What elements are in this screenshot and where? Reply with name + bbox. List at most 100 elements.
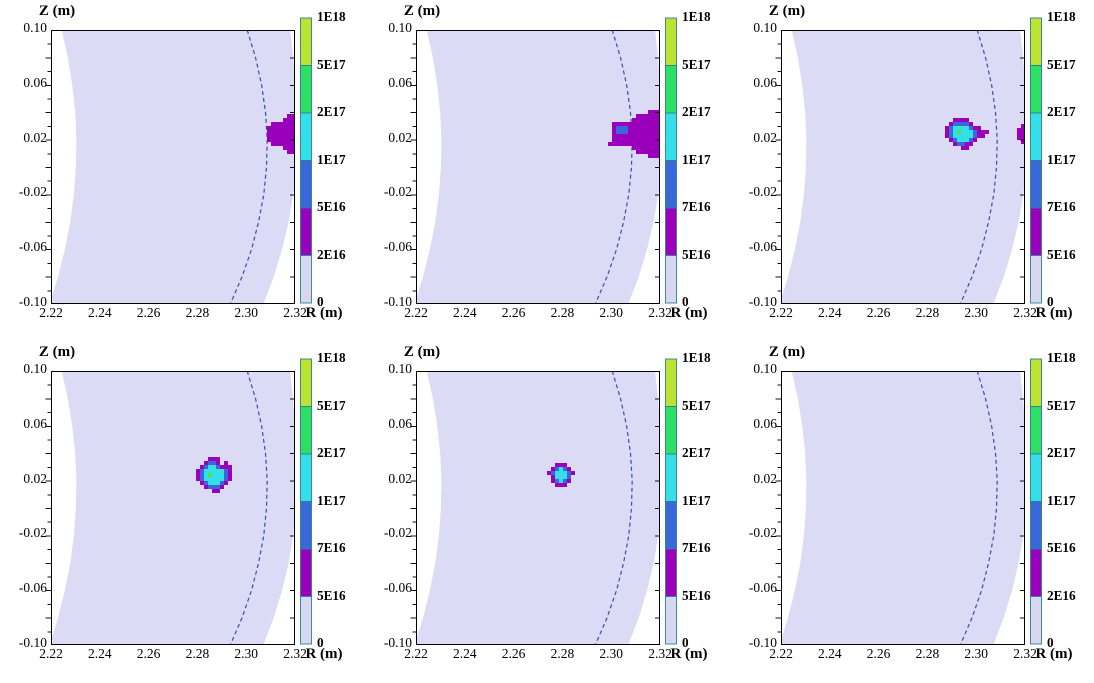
y-axis-title: Z (m) <box>768 344 806 360</box>
plasma-region <box>781 371 1025 645</box>
x-tick-label: 2.32 <box>648 646 672 661</box>
colorbar-tick-label: 0 <box>1047 635 1054 650</box>
y-tick-label: -0.02 <box>748 184 777 200</box>
x-tick-label: 2.24 <box>817 646 842 661</box>
x-axis-title: R (m) <box>1035 305 1073 321</box>
x-tick-label: 2.30 <box>599 646 623 661</box>
y-axis-title: Z (m) <box>403 344 441 360</box>
plasma-region <box>416 30 660 304</box>
x-tick-label: 2.26 <box>136 646 161 661</box>
panel-3: Z (m) 0.10 0.06 0.02 -0.02 -0.06 -0.10 2.22 2.24… <box>730 0 1094 341</box>
y-tick-label: -0.06 <box>18 239 47 255</box>
panel-1: Z (m) 0.10 0.06 0.02 -0.02 -0.06 -0.10 2.22 2.24… <box>0 0 364 341</box>
x-tick-label: 2.30 <box>234 305 258 320</box>
plot-canvas <box>775 17 1042 304</box>
x-tick-label: 2.26 <box>501 646 526 661</box>
panel-5: Z (m) 0.10 0.06 0.02 -0.02 -0.06 -0.10 2.22 2.24… <box>365 341 729 682</box>
separatrix-dashed-line <box>959 30 998 304</box>
colorbar <box>1030 358 1042 645</box>
x-tick-label: 2.32 <box>283 305 307 320</box>
plot-canvas <box>410 358 677 645</box>
colorbar-tick-label: 5E16 <box>1047 540 1076 555</box>
x-tick-label: 2.30 <box>234 646 258 661</box>
x-tick-label: 2.32 <box>648 305 672 320</box>
y-tick-label: -0.10 <box>748 635 777 650</box>
plot-canvas <box>45 358 312 645</box>
x-tick-label: 2.32 <box>1013 646 1037 661</box>
y-tick-label: 0.06 <box>23 74 47 90</box>
colorbar-tick-label: 5E17 <box>682 56 711 72</box>
panel-4: Z (m) 0.10 0.06 0.02 -0.02 -0.06 -0.10 2.22 2.24… <box>0 341 364 682</box>
axis-ticks <box>410 43 660 292</box>
panel-6: Z (m) 0.10 0.06 0.02 -0.02 -0.06 -0.10 2.22 2.24… <box>730 341 1094 682</box>
x-tick-label: 2.22 <box>769 646 793 661</box>
colorbar-tick-label: 1E18 <box>317 350 346 365</box>
colorbar-tick-label: 5E16 <box>1047 246 1076 262</box>
y-tick-label: 0.02 <box>753 129 777 145</box>
x-tick-label: 2.26 <box>866 305 891 320</box>
density-blob <box>608 110 660 158</box>
y-tick-label: -0.10 <box>18 635 47 650</box>
colorbar-tick-label: 7E16 <box>1047 199 1076 214</box>
y-axis-title: Z (m) <box>768 3 806 19</box>
x-tick-label: 2.24 <box>87 305 112 320</box>
colorbar-tick-label: 1E17 <box>317 151 346 167</box>
colorbar-tick-label: 2E17 <box>317 445 346 460</box>
plasma-region <box>781 30 1025 304</box>
y-tick-label: 0.06 <box>23 415 47 431</box>
plot-canvas <box>775 358 1042 645</box>
y-tick-label: 0.06 <box>753 74 777 90</box>
colorbar-tick-label: 5E16 <box>317 587 346 603</box>
density-blob <box>945 118 989 150</box>
density-blob <box>1017 124 1025 144</box>
colorbar-tick-label: 1E18 <box>682 350 711 365</box>
y-tick-label: 0.10 <box>388 20 412 35</box>
y-tick-label: -0.06 <box>383 239 412 255</box>
colorbar-tick-label: 1E17 <box>1047 151 1076 167</box>
y-tick-label: 0.06 <box>753 415 777 431</box>
y-tick-label: -0.06 <box>18 580 47 596</box>
y-tick-label: 0.10 <box>753 361 777 376</box>
colorbar-tick-label: 1E17 <box>317 492 346 508</box>
colorbar-tick-label: 5E17 <box>317 56 346 72</box>
separatrix-dashed-line <box>594 371 633 645</box>
y-axis-title: Z (m) <box>403 3 441 19</box>
colorbar-tick-label: 5E16 <box>317 199 346 214</box>
y-axis-title: Z (m) <box>38 3 76 19</box>
plot-border <box>781 30 1025 304</box>
x-tick-label: 2.24 <box>452 305 477 320</box>
y-tick-label: 0.02 <box>23 470 47 486</box>
colorbar-tick-label: 1E17 <box>1047 492 1076 508</box>
plasma-region <box>51 30 295 304</box>
y-tick-label: -0.06 <box>383 580 412 596</box>
x-tick-label: 2.22 <box>404 646 428 661</box>
colorbar-tick-label: 2E17 <box>682 445 711 460</box>
colorbar-tick-label: 1E18 <box>682 9 711 24</box>
colorbar <box>300 17 312 304</box>
x-axis-title: R (m) <box>1035 646 1073 662</box>
y-tick-label: -0.10 <box>18 294 47 309</box>
colorbar <box>665 17 677 304</box>
plot-canvas <box>45 17 312 304</box>
plot-border <box>416 371 660 645</box>
colorbar-tick-label: 5E17 <box>682 397 711 413</box>
y-tick-label: -0.02 <box>383 525 412 541</box>
colorbar-tick-label: 2E16 <box>1047 587 1076 603</box>
colorbar-tick-label: 0 <box>682 635 689 650</box>
plot-canvas <box>410 17 677 304</box>
colorbar-tick-label: 1E18 <box>1047 9 1076 24</box>
x-tick-label: 2.26 <box>501 305 526 320</box>
colorbar-tick-label: 1E18 <box>1047 350 1076 365</box>
colorbar-tick-label: 2E17 <box>1047 104 1076 119</box>
x-tick-label: 2.26 <box>866 646 891 661</box>
x-tick-label: 2.32 <box>283 646 307 661</box>
colorbar-tick-label: 5E17 <box>1047 56 1076 72</box>
plot-border <box>51 30 295 304</box>
colorbar <box>300 358 312 645</box>
y-tick-label: 0.10 <box>23 361 47 376</box>
colorbar-tick-label: 2E17 <box>317 104 346 119</box>
x-tick-label: 2.28 <box>185 305 210 320</box>
y-axis-title: Z (m) <box>38 344 76 360</box>
colorbar-tick-label: 2E17 <box>682 104 711 119</box>
x-tick-label: 2.24 <box>452 646 477 661</box>
